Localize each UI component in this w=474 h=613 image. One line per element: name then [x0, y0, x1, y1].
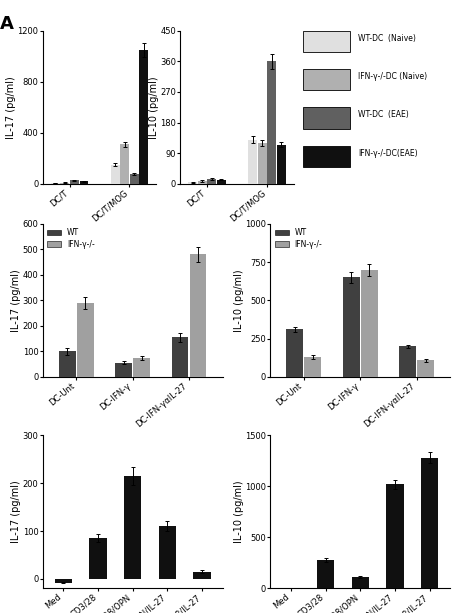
- Bar: [267, 61, 276, 184]
- Bar: [115, 363, 132, 377]
- FancyBboxPatch shape: [303, 31, 350, 52]
- Y-axis label: IL-10 (pg/ml): IL-10 (pg/ml): [148, 76, 159, 139]
- Bar: [304, 357, 321, 377]
- Bar: [352, 577, 369, 588]
- FancyBboxPatch shape: [303, 107, 350, 129]
- Bar: [421, 458, 438, 588]
- Text: IFN-γ-/-DC (Naive): IFN-γ-/-DC (Naive): [358, 72, 427, 81]
- Y-axis label: IL-10 (pg/ml): IL-10 (pg/ml): [234, 269, 244, 332]
- Bar: [80, 181, 88, 184]
- Legend: WT, IFN-γ-/-: WT, IFN-γ-/-: [274, 227, 323, 249]
- Bar: [77, 303, 94, 377]
- FancyBboxPatch shape: [303, 69, 350, 90]
- Bar: [208, 179, 216, 184]
- Bar: [172, 337, 189, 377]
- Text: A: A: [0, 15, 13, 33]
- Bar: [361, 270, 378, 377]
- FancyBboxPatch shape: [303, 146, 350, 167]
- Bar: [277, 145, 286, 184]
- Bar: [159, 526, 176, 579]
- Bar: [248, 140, 257, 184]
- Bar: [55, 579, 72, 583]
- Bar: [258, 143, 266, 184]
- Bar: [198, 181, 207, 184]
- Legend: WT, IFN-γ-/-: WT, IFN-γ-/-: [46, 227, 96, 249]
- Text: WT-DC  (Naive): WT-DC (Naive): [358, 34, 416, 43]
- Bar: [59, 351, 76, 377]
- Bar: [399, 346, 416, 377]
- Y-axis label: IL-17 (pg/ml): IL-17 (pg/ml): [6, 76, 16, 139]
- Bar: [343, 277, 360, 377]
- Bar: [130, 173, 139, 184]
- Y-axis label: IL-17 (pg/ml): IL-17 (pg/ml): [11, 269, 21, 332]
- Y-axis label: IL-10 (pg/ml): IL-10 (pg/ml): [234, 481, 244, 543]
- Y-axis label: IL-17 (pg/ml): IL-17 (pg/ml): [11, 481, 21, 543]
- Bar: [124, 476, 141, 579]
- Bar: [386, 484, 403, 588]
- Bar: [190, 254, 207, 377]
- Bar: [317, 560, 334, 588]
- Bar: [51, 183, 60, 184]
- Text: IFN-γ-/-DC(EAE): IFN-γ-/-DC(EAE): [358, 149, 418, 158]
- Bar: [193, 572, 210, 579]
- Bar: [90, 538, 107, 579]
- Bar: [133, 358, 150, 377]
- Bar: [70, 180, 79, 184]
- Bar: [120, 144, 129, 184]
- Text: WT-DC  (EAE): WT-DC (EAE): [358, 110, 409, 120]
- Bar: [417, 360, 434, 377]
- Bar: [188, 182, 197, 184]
- Bar: [111, 165, 119, 184]
- Bar: [139, 50, 148, 184]
- Bar: [217, 180, 226, 184]
- Bar: [60, 183, 69, 184]
- Bar: [286, 330, 303, 377]
